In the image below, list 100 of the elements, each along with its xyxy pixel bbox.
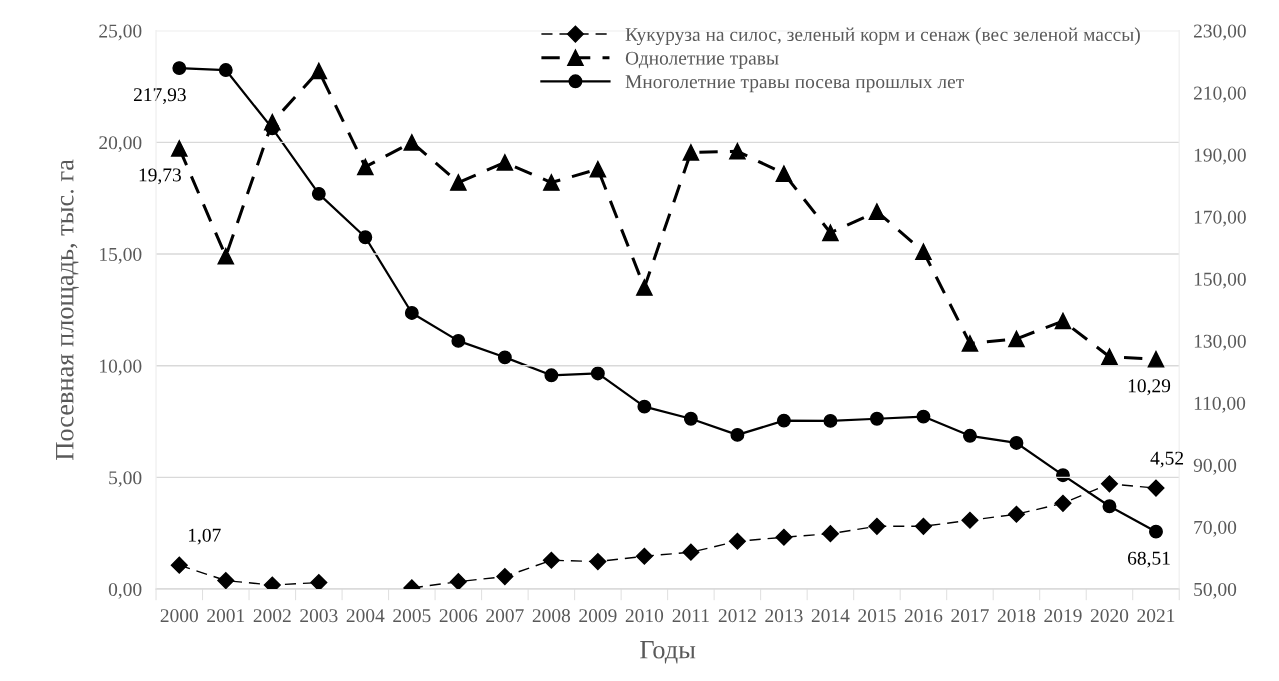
point <box>590 366 605 381</box>
y2-tick-label: 110,00 <box>1194 396 1246 413</box>
y2-tick-label: 170,00 <box>1194 210 1246 227</box>
x-tick-label: 2017 <box>951 609 989 623</box>
point <box>869 411 884 426</box>
x-tick-label: 2005 <box>393 609 431 623</box>
point <box>914 517 932 535</box>
point <box>544 368 559 383</box>
y2-tick-label: 50,00 <box>1194 582 1237 599</box>
y-tick-label: 25,00 <box>99 24 142 41</box>
point <box>729 142 746 160</box>
point <box>1100 475 1119 493</box>
x-tick-label: 2003 <box>300 609 338 623</box>
point <box>589 553 607 571</box>
point <box>310 574 328 590</box>
y-tick-label: 5,00 <box>109 471 142 488</box>
point <box>497 350 512 365</box>
legend-label: Многолетние травы посева прошлых лет <box>625 75 964 93</box>
data-label: 10,29 <box>1128 379 1171 396</box>
point <box>263 113 281 131</box>
point <box>310 62 328 80</box>
x-tick-label: 2004 <box>346 609 385 623</box>
y-tick-label: 0,00 <box>108 582 142 599</box>
y2-tick-label: 210,00 <box>1193 86 1246 103</box>
point <box>822 224 839 242</box>
point <box>1009 435 1024 450</box>
point <box>775 165 793 182</box>
y2-tick-label: 190,00 <box>1194 148 1246 165</box>
y2-tick-label: 150,00 <box>1194 272 1246 289</box>
point <box>635 547 653 565</box>
x-tick-label: 2009 <box>579 609 617 623</box>
x-tick-label: 2008 <box>532 609 571 623</box>
point <box>728 532 746 550</box>
point <box>821 525 839 543</box>
point <box>542 551 560 569</box>
point <box>543 174 560 191</box>
point <box>1054 312 1072 330</box>
x-tick-label: 2016 <box>904 609 943 623</box>
point <box>311 186 326 201</box>
point <box>218 63 233 77</box>
point <box>589 160 607 178</box>
x-axis-title: Годы <box>640 641 696 664</box>
x-tick-label: 2001 <box>207 609 245 623</box>
point <box>450 174 467 191</box>
point <box>730 427 745 442</box>
point <box>637 399 652 414</box>
point <box>1101 348 1118 366</box>
data-label: 1,07 <box>188 528 221 545</box>
point <box>356 158 374 176</box>
point <box>916 409 931 424</box>
point <box>868 203 886 220</box>
legend-label: Однолетние травы <box>625 51 779 69</box>
point <box>170 556 188 574</box>
x-tick-label: 2007 <box>486 609 524 623</box>
point <box>1056 468 1070 483</box>
point <box>451 333 466 348</box>
point <box>403 133 421 151</box>
point <box>449 573 467 590</box>
point <box>682 144 700 161</box>
x-tick-label: 2020 <box>1090 609 1129 623</box>
point <box>170 140 188 157</box>
data-label: 4,52 <box>1150 451 1184 468</box>
x-tick-label: 2011 <box>672 609 709 623</box>
data-label: 19,73 <box>139 168 181 185</box>
x-tick-label: 2010 <box>625 609 664 623</box>
point <box>1147 479 1165 497</box>
y2-tick-label: 230,00 <box>1193 24 1246 41</box>
x-tick-label: 2018 <box>997 609 1036 623</box>
x-tick-label: 2013 <box>765 609 803 623</box>
y-tick-label: 15,00 <box>100 247 142 264</box>
point <box>496 154 514 171</box>
y-axis-title: Посевная площадь, тыс. га <box>56 159 79 460</box>
point <box>172 61 187 76</box>
point <box>775 528 793 546</box>
point <box>1008 330 1025 348</box>
point <box>358 230 373 245</box>
point <box>961 335 979 352</box>
point <box>263 576 281 590</box>
point <box>868 517 886 535</box>
y2-tick-label: 70,00 <box>1194 520 1237 537</box>
point <box>682 543 700 561</box>
x-tick-label: 2015 <box>858 609 896 623</box>
y2-tick-label: 90,00 <box>1193 458 1237 475</box>
point <box>961 511 979 529</box>
x-tick-label: 2019 <box>1044 609 1082 623</box>
data-label: 68,51 <box>1128 551 1170 568</box>
x-tick-label: 2002 <box>253 609 291 623</box>
point <box>1054 494 1072 512</box>
point <box>217 247 235 265</box>
point <box>217 572 235 590</box>
x-tick-label: 2014 <box>811 609 850 623</box>
x-tick-label: 2006 <box>439 609 478 623</box>
x-tick-label: 2021 <box>1137 609 1175 623</box>
point <box>496 568 514 586</box>
point <box>683 411 698 426</box>
point <box>636 279 653 296</box>
data-label: 217,93 <box>133 88 186 105</box>
y-tick-label: 20,00 <box>99 136 142 153</box>
point <box>1007 505 1026 523</box>
point <box>823 413 838 428</box>
